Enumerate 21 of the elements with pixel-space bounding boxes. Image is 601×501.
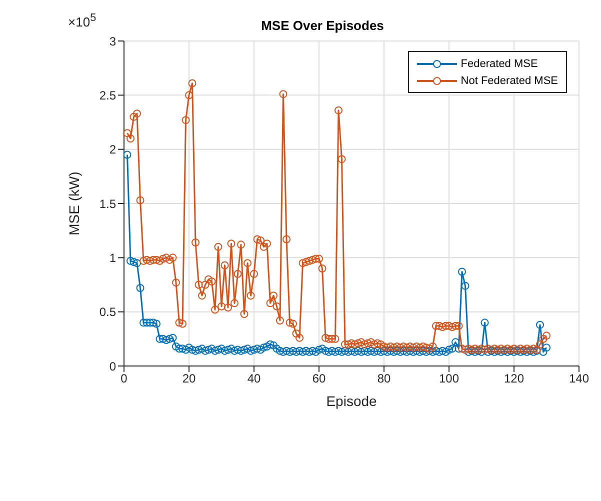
x-axis-title: Episode [326, 393, 378, 409]
y-tick-label: 0.5 [99, 305, 116, 320]
legend-label: Not Federated MSE [460, 74, 558, 86]
x-tick-label: 20 [182, 372, 196, 386]
x-tick-label: 100 [438, 372, 460, 386]
x-tick-label: 140 [568, 372, 590, 386]
x-tick-label: 40 [247, 372, 261, 386]
y-tick-label: 0 [109, 359, 116, 374]
y-axis-title: MSE (kW) [66, 172, 82, 236]
y-tick-label: 1.5 [99, 196, 116, 211]
legend-label: Federated MSE [460, 58, 538, 70]
y-tick-label: 2 [109, 142, 116, 157]
y-tick-label: 2.5 [99, 88, 116, 102]
x-tick-label: 80 [377, 372, 391, 386]
chart-title: MSE Over Episodes [261, 18, 384, 33]
y-tick-label: 3 [109, 34, 116, 48]
text: ×10$^{5}$ [68, 12, 96, 30]
x-tick-label: 0 [120, 372, 128, 386]
x-tick-label: 120 [504, 372, 524, 386]
x-tick-label: 60 [312, 372, 326, 386]
y-tick-label: 1 [109, 250, 116, 265]
